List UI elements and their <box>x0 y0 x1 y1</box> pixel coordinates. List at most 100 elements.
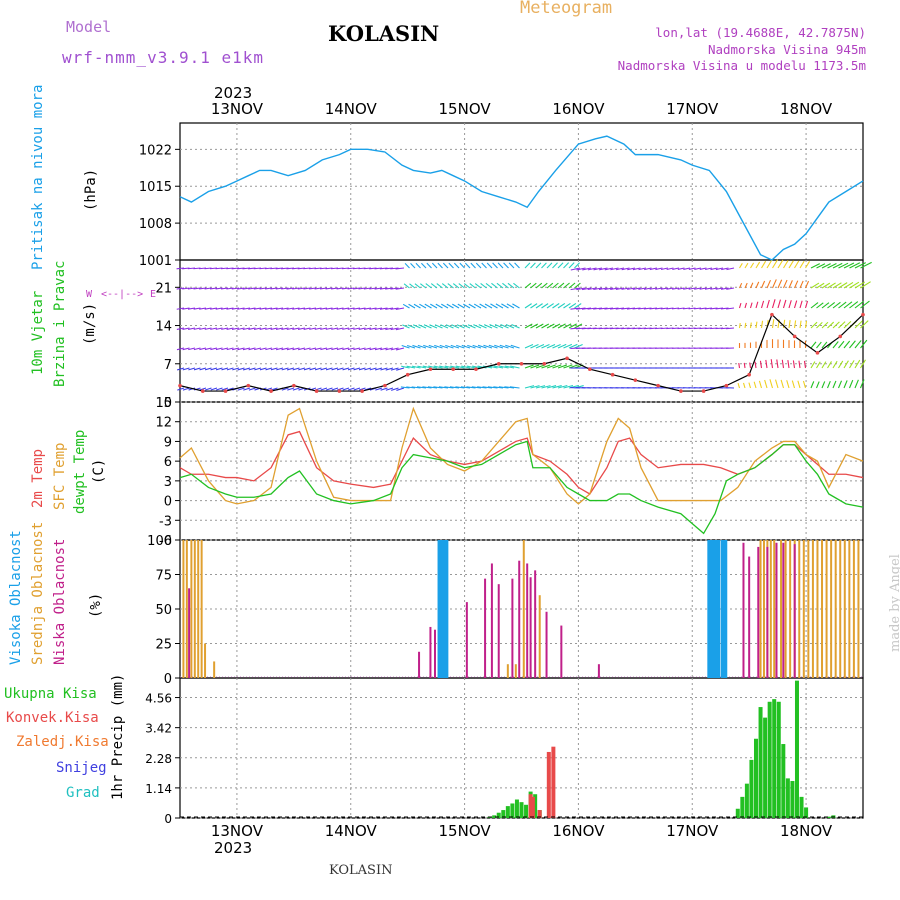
wind-barb <box>292 287 300 290</box>
wind-barb <box>816 282 825 289</box>
wind-barb <box>688 307 696 310</box>
wind-barb <box>406 386 416 389</box>
wind-barb <box>799 320 802 329</box>
wind-barb <box>593 267 603 271</box>
wind-speed-point <box>405 372 410 377</box>
wind-barb <box>439 365 449 369</box>
wind-barb <box>568 302 577 309</box>
wind-barb <box>749 302 753 309</box>
wind-barb <box>353 287 361 290</box>
wind-barb <box>524 323 533 329</box>
wind-barb <box>364 367 372 371</box>
wind-barb <box>449 386 460 389</box>
high_cloud-bar <box>709 540 714 678</box>
wind-barb <box>450 344 460 349</box>
wind-barb <box>286 347 295 351</box>
total_rain-bar <box>790 781 795 818</box>
wind-barb <box>314 367 322 371</box>
wind-barb <box>827 282 836 289</box>
wind-barb <box>626 307 636 310</box>
wind-barb <box>237 287 245 290</box>
wind-barb <box>199 327 207 330</box>
wind-barb <box>472 344 482 349</box>
wind-speed-point <box>428 367 433 372</box>
wind-barb <box>363 287 372 290</box>
wind-barb <box>221 307 229 310</box>
wind-barb <box>530 303 538 309</box>
cloud-label-mid: Srednja Oblacnost <box>30 521 46 665</box>
wind-barb <box>411 365 421 369</box>
wind-barb <box>221 367 229 371</box>
wind-speed-point <box>815 351 820 355</box>
mid_cloud-bar <box>759 540 762 678</box>
wind-barb <box>363 327 372 330</box>
total_rain-bar <box>740 796 745 818</box>
wind-barb <box>485 282 493 289</box>
wind-barb <box>581 307 592 310</box>
wind-barb <box>710 307 718 310</box>
wind-barb <box>308 267 317 270</box>
wind-barb <box>791 380 796 389</box>
wind-barb <box>390 347 399 351</box>
wind-barb <box>513 282 520 289</box>
wind-barb <box>849 262 861 269</box>
wind-barb <box>182 367 190 371</box>
wind-barb <box>546 323 555 329</box>
wind-barb <box>849 281 860 289</box>
wind-barb <box>215 327 223 330</box>
wind-barb <box>644 267 652 271</box>
wind-barb <box>854 340 862 349</box>
wind-barb <box>610 267 619 271</box>
wind-barb <box>275 307 284 310</box>
wind-barb <box>563 323 572 329</box>
wind-barb <box>188 347 196 351</box>
wind-barb <box>226 327 234 330</box>
wind-barb <box>380 367 388 371</box>
wind-barb <box>259 307 267 310</box>
wind-barb <box>557 343 567 349</box>
wind-barb <box>254 347 262 351</box>
wind-barb <box>530 323 539 329</box>
wind-barb <box>226 307 234 310</box>
wind-barb <box>755 321 758 329</box>
wind-barb <box>330 267 339 270</box>
wind-barb <box>380 347 388 351</box>
wind-barb <box>660 267 669 271</box>
wind-barb <box>358 367 366 371</box>
wind-barb <box>563 282 570 289</box>
wind-barb <box>215 367 223 371</box>
wind-barb <box>693 307 702 310</box>
wind-barb <box>461 365 471 369</box>
wind-barb <box>478 324 487 329</box>
precip-legend-snow: Snijeg <box>56 760 107 776</box>
wind-speed-point <box>519 361 524 366</box>
wind-barb <box>677 307 685 310</box>
wind-barb <box>788 300 792 309</box>
wind-barb <box>358 387 366 391</box>
wind-barb <box>546 364 556 369</box>
wind-barb <box>193 307 201 310</box>
wind-barb <box>766 279 771 289</box>
wind-barb <box>436 283 443 289</box>
wind-barb <box>838 282 848 289</box>
total_rain-bar <box>763 717 768 818</box>
wind-barb <box>683 287 691 290</box>
x-tick-label-top: 16NOV <box>552 100 605 118</box>
wind-barb <box>749 362 752 369</box>
wind-barb <box>325 267 333 270</box>
wind-barb <box>821 302 830 309</box>
wind-barb <box>821 321 829 329</box>
wind-barb <box>546 343 556 349</box>
wind-barb <box>699 307 707 310</box>
wind-barb <box>480 283 487 289</box>
wind-speed-point <box>656 383 660 388</box>
precip-legend-conv: Konvek.Kisa <box>6 710 99 726</box>
wind-barb <box>442 262 449 269</box>
wind-barb <box>754 361 757 369</box>
wind-barb <box>326 387 333 391</box>
wind-barb <box>259 287 267 290</box>
wind-barb <box>176 287 185 290</box>
wind-barb <box>226 387 234 391</box>
low_cloud-bar <box>433 629 436 678</box>
precip-legend-frozen: Zaledj.Kisa <box>16 734 109 750</box>
